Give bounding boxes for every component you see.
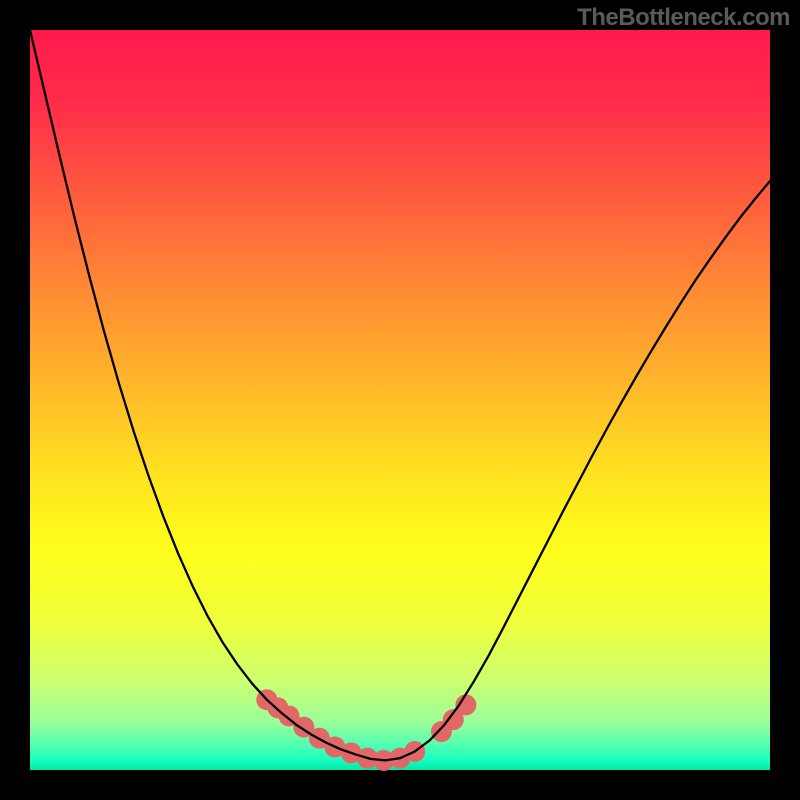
chart-container: TheBottleneck.com	[0, 0, 800, 800]
chart-plot-background	[30, 30, 770, 770]
watermark-label: TheBottleneck.com	[577, 4, 790, 32]
bottleneck-chart	[0, 0, 800, 800]
